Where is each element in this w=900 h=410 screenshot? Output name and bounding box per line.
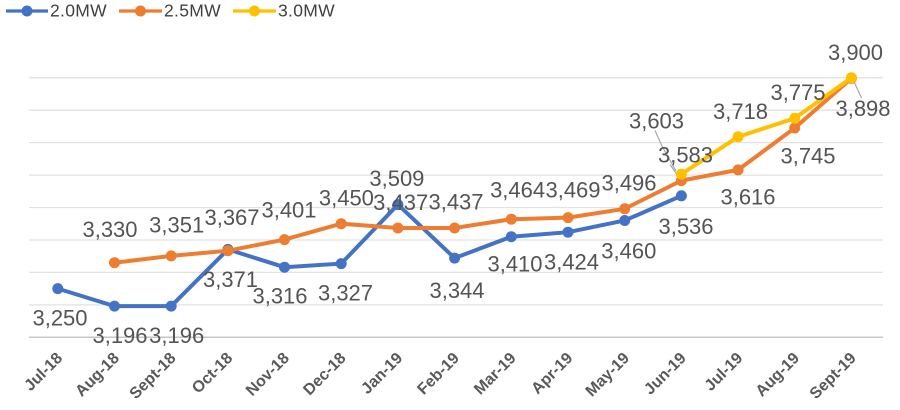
svg-text:3,745: 3,745 [780,144,835,169]
svg-text:3,327: 3,327 [318,281,373,306]
svg-text:3,330: 3,330 [82,217,137,242]
svg-text:3,437: 3,437 [373,190,428,215]
svg-text:3,900: 3,900 [828,40,883,65]
svg-text:3,460: 3,460 [601,239,656,264]
svg-text:3,424: 3,424 [544,249,599,274]
svg-text:3,469: 3,469 [545,178,600,203]
svg-text:3,196: 3,196 [92,323,147,348]
svg-text:3,509: 3,509 [369,166,424,191]
svg-text:3,450: 3,450 [319,186,374,211]
svg-text:3,316: 3,316 [252,284,307,309]
svg-text:3.0MW: 3.0MW [278,1,335,21]
svg-text:3,775: 3,775 [770,80,825,105]
svg-text:2.0MW: 2.0MW [50,1,107,21]
svg-text:3,196: 3,196 [149,323,204,348]
svg-text:3,616: 3,616 [720,185,775,210]
svg-text:3,898: 3,898 [835,96,890,121]
svg-text:3,437: 3,437 [428,190,483,215]
svg-text:3,367: 3,367 [204,205,259,230]
svg-text:3,536: 3,536 [658,214,713,239]
svg-text:3,496: 3,496 [601,171,656,196]
svg-text:3,351: 3,351 [149,213,204,238]
svg-text:2.5MW: 2.5MW [164,1,221,21]
svg-text:3,371: 3,371 [203,267,258,292]
svg-text:3,583: 3,583 [658,143,713,168]
svg-text:3,603: 3,603 [629,109,684,134]
svg-text:3,250: 3,250 [32,306,87,331]
svg-text:3,401: 3,401 [261,198,316,223]
svg-text:3,464: 3,464 [490,178,545,203]
svg-text:3,344: 3,344 [429,278,484,303]
svg-text:3,410: 3,410 [487,251,542,276]
svg-text:3,718: 3,718 [713,99,768,124]
